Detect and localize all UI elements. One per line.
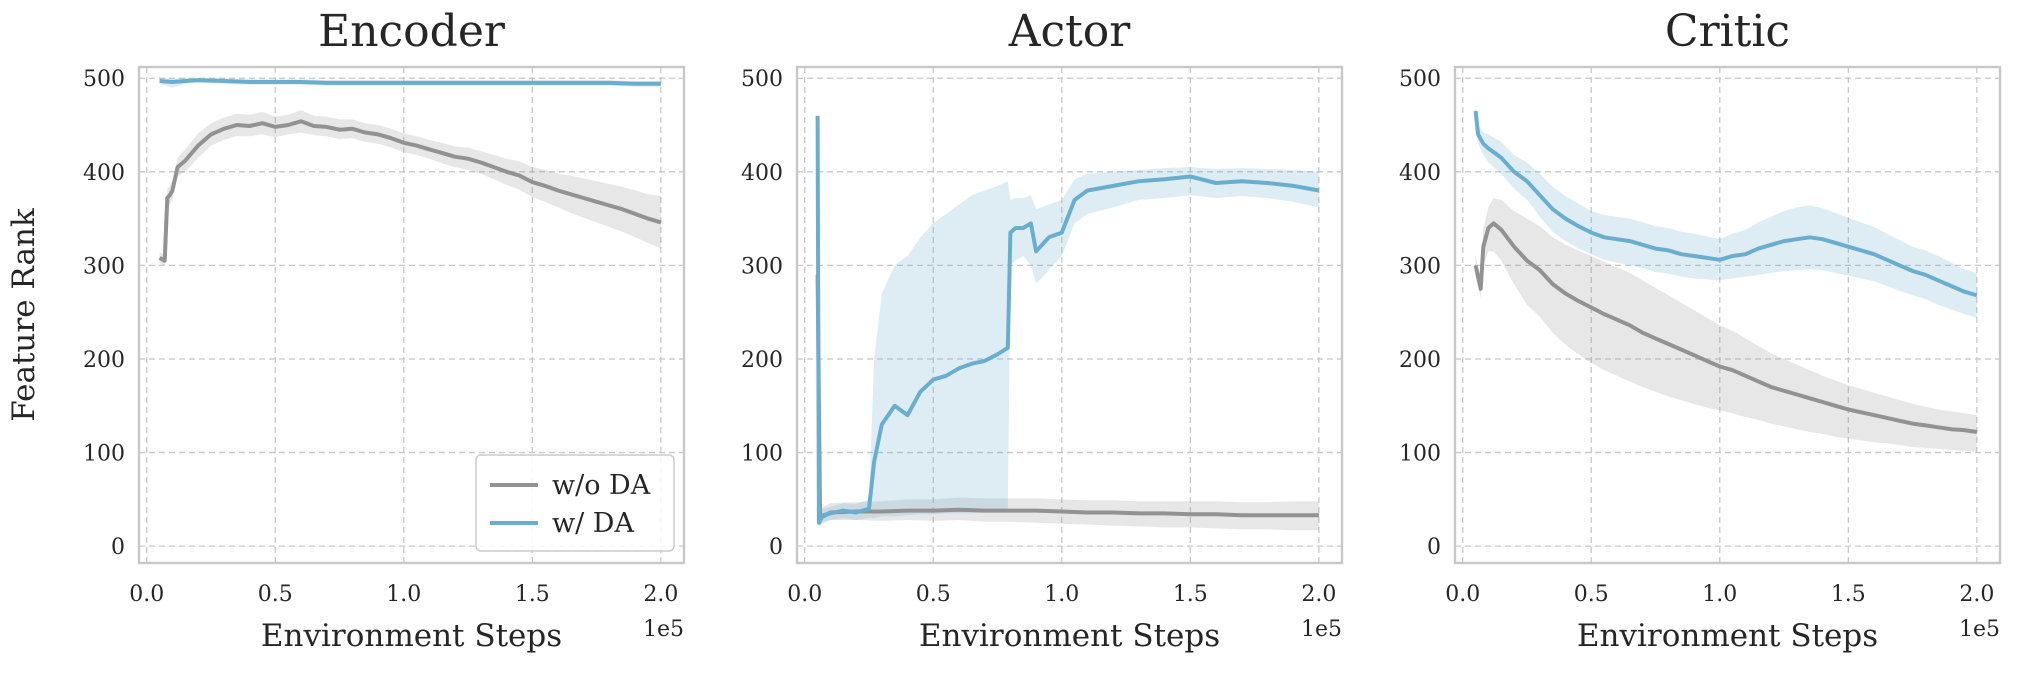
x-tick-label: 2.0 <box>1301 582 1336 607</box>
x-tick-label: 0.0 <box>787 582 822 607</box>
legend-label: w/ DA <box>552 508 634 539</box>
x-tick-label: 0.5 <box>1574 582 1609 607</box>
legend-box <box>475 454 675 552</box>
x-axis-label: Environment Steps <box>919 618 1220 654</box>
y-tick-label: 100 <box>1399 442 1441 467</box>
chart-panel-actor: 0 100 200 300 400 500 0.0 0.5 1.0 1.5 2.0 1e5 Actor E… <box>741 6 1344 654</box>
x-offset-text: 1e5 <box>1959 617 2000 642</box>
x-tick-label: 1.0 <box>386 582 421 607</box>
y-tick-label: 300 <box>1399 254 1441 279</box>
series-line-0 <box>815 274 1319 521</box>
series-line-1 <box>815 115 1320 525</box>
series-line-1 <box>159 78 661 86</box>
y-tick-label: 500 <box>741 67 783 92</box>
axes-frame <box>137 65 686 565</box>
y-tick-label: 400 <box>741 161 783 186</box>
y-tick-label: 400 <box>83 161 125 186</box>
series-band-0 <box>1475 198 1977 452</box>
legend: w/o DA w/ DA <box>475 454 675 552</box>
y-tick-label: 0 <box>769 535 783 560</box>
x-tick-label: 0.5 <box>916 582 951 607</box>
y-tick-label: 100 <box>83 442 125 467</box>
x-tick-label: 2.0 <box>643 582 678 607</box>
series-band-0 <box>159 110 661 266</box>
chart-panel-critic: 0 100 200 300 400 500 0.0 0.5 1.0 1.5 2.0 1e5 Critic… <box>1399 6 2002 654</box>
series-line-0 <box>158 119 662 263</box>
x-tick-label: 0.0 <box>1445 582 1480 607</box>
x-tick-label: 0.5 <box>258 582 293 607</box>
y-tick-label: 0 <box>111 535 125 560</box>
x-tick-label: 2.0 <box>1959 582 1994 607</box>
x-tick-label: 1.0 <box>1702 582 1737 607</box>
y-tick-label: 200 <box>83 348 125 373</box>
x-tick-label: 1.5 <box>515 582 550 607</box>
y-tick-label: 200 <box>741 348 783 373</box>
y-tick-label: 500 <box>1399 67 1441 92</box>
y-tick-label: 300 <box>741 254 783 279</box>
chart-panel-encoder: 0 100 200 300 400 500 0.0 0.5 1.0 1.5 2.0 1e5 Encode… <box>6 6 686 654</box>
chart-title: Encoder <box>318 6 506 57</box>
axes-frame <box>795 65 1344 565</box>
series-band-1 <box>1475 106 1977 318</box>
y-tick-label: 300 <box>83 254 125 279</box>
y-axis-label: Feature Rank <box>6 208 42 422</box>
series-band-1 <box>817 110 1319 528</box>
y-tick-label: 0 <box>1427 535 1441 560</box>
y-tick-label: 200 <box>1399 348 1441 373</box>
axes-frame <box>1453 65 2002 565</box>
legend-label: w/o DA <box>552 470 651 501</box>
x-offset-text: 1e5 <box>1301 617 1342 642</box>
x-axis-label: Environment Steps <box>261 618 562 654</box>
y-tick-label: 400 <box>1399 161 1441 186</box>
series-line-1 <box>1473 110 1978 298</box>
x-tick-label: 1.5 <box>1831 582 1866 607</box>
series-line-0 <box>1473 221 1978 434</box>
x-offset-text: 1e5 <box>643 617 684 642</box>
chart-title: Critic <box>1665 6 1790 57</box>
x-tick-label: 0.0 <box>129 582 164 607</box>
x-tick-label: 1.5 <box>1173 582 1208 607</box>
y-tick-label: 100 <box>741 442 783 467</box>
y-tick-label: 500 <box>83 67 125 92</box>
x-tick-label: 1.0 <box>1044 582 1079 607</box>
chart-title: Actor <box>1008 6 1132 57</box>
x-axis-label: Environment Steps <box>1577 618 1878 654</box>
